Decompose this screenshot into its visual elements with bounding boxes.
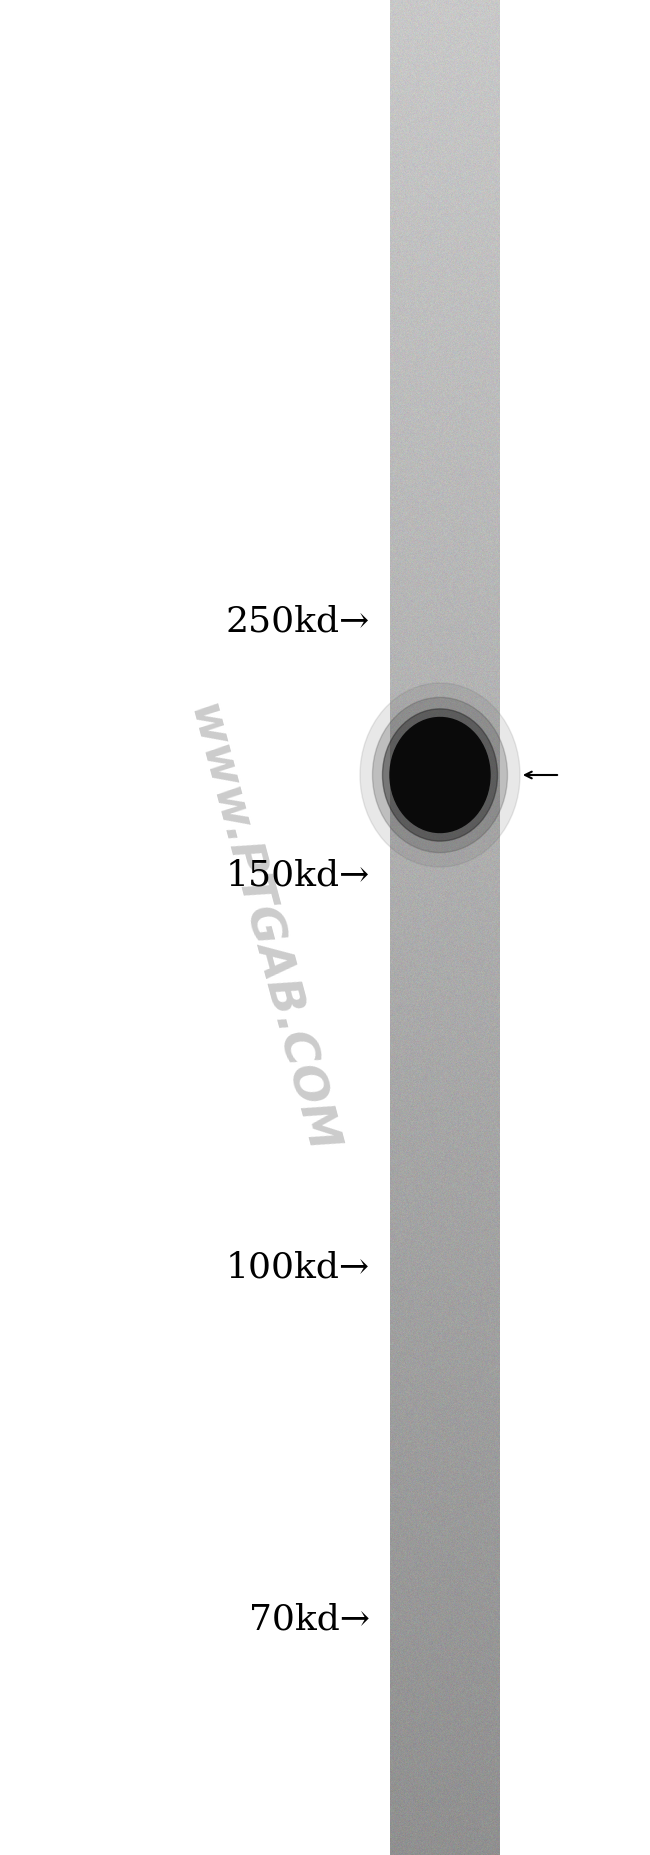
Ellipse shape [360, 683, 520, 866]
Text: 150kd→: 150kd→ [226, 859, 370, 892]
Text: 70kd→: 70kd→ [249, 1603, 370, 1636]
Ellipse shape [390, 718, 490, 833]
Text: www.PTGAB.COM: www.PTGAB.COM [178, 699, 342, 1159]
Ellipse shape [372, 697, 508, 853]
Ellipse shape [382, 709, 497, 840]
Text: 100kd→: 100kd→ [226, 1250, 370, 1286]
Text: 250kd→: 250kd→ [226, 605, 370, 638]
